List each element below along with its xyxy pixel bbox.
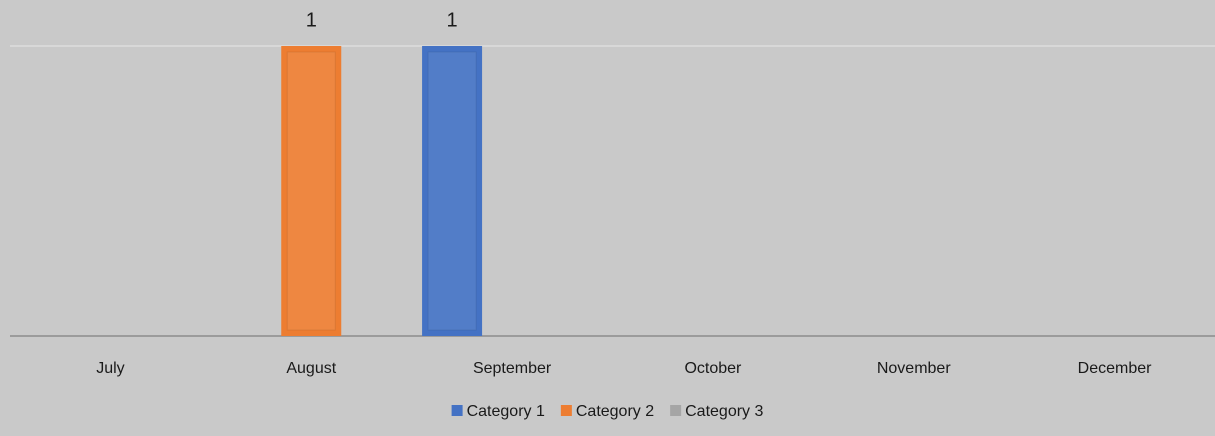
- legend-label: Category 1: [467, 403, 545, 420]
- bar: [422, 46, 483, 336]
- x-tick-label: December: [1078, 360, 1152, 377]
- x-tick-label: September: [473, 360, 552, 377]
- bar-bevel: [286, 51, 336, 331]
- bar-bevel: [427, 51, 477, 331]
- legend-label: Category 3: [685, 403, 763, 420]
- legend-swatch: [670, 405, 682, 416]
- data-label: 1: [447, 9, 458, 31]
- data-label: 1: [306, 9, 317, 31]
- legend-swatch: [451, 405, 463, 416]
- x-tick-label: November: [877, 360, 951, 377]
- x-tick-label: August: [286, 360, 336, 377]
- x-tick-label: July: [96, 360, 124, 377]
- legend-label: Category 2: [576, 403, 654, 420]
- bar: [281, 46, 342, 336]
- x-tick-label: October: [684, 360, 742, 377]
- legend-swatch: [560, 405, 572, 416]
